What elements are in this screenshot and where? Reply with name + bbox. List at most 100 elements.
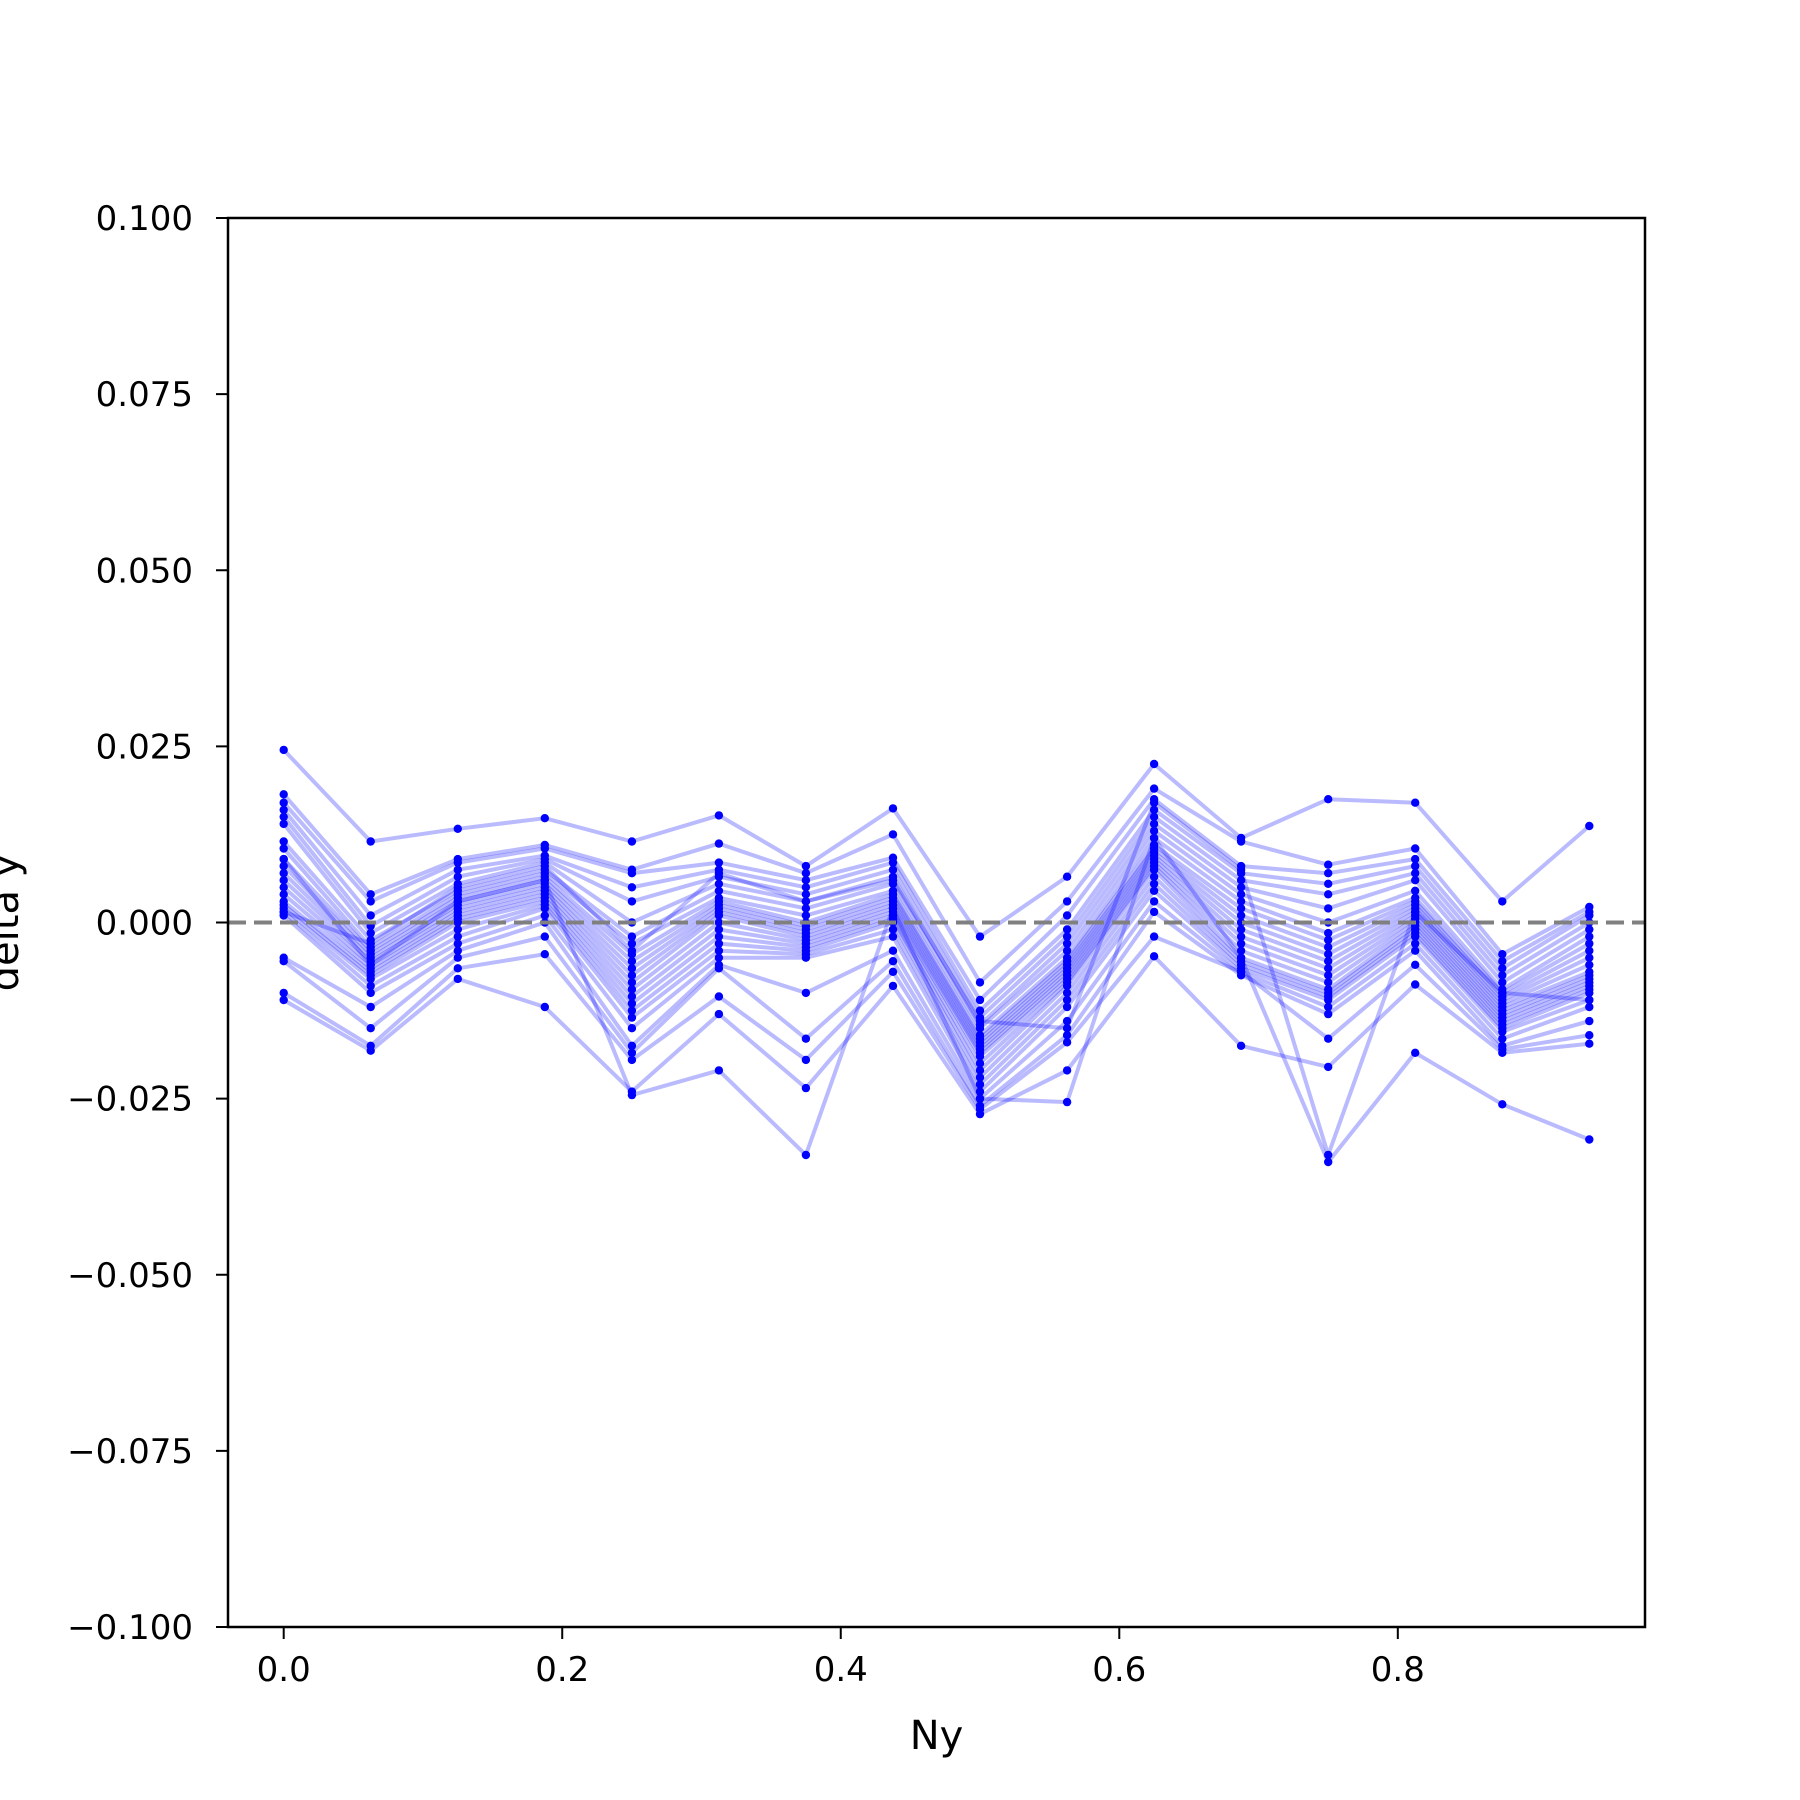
data-point xyxy=(366,1023,375,1033)
series-11 xyxy=(279,847,1594,1051)
series-line xyxy=(283,800,1590,1157)
data-point xyxy=(888,876,898,885)
series-line xyxy=(282,814,1591,1020)
series-line xyxy=(282,850,1591,1048)
data-point xyxy=(627,964,637,973)
data-point xyxy=(279,890,288,899)
data-point xyxy=(1585,932,1594,941)
data-point xyxy=(1324,1002,1333,1012)
data-point xyxy=(1324,795,1333,804)
data-point xyxy=(1062,939,1072,948)
data-point xyxy=(1149,826,1159,836)
data-point xyxy=(1236,967,1246,976)
data-point xyxy=(1585,946,1594,955)
data-point xyxy=(1236,939,1246,948)
data-point xyxy=(1585,1016,1594,1026)
data-point xyxy=(1236,925,1246,934)
series-line xyxy=(282,843,1591,1041)
data-point xyxy=(1324,978,1333,987)
series-25 xyxy=(279,798,1594,1160)
data-point xyxy=(801,869,811,878)
series-line xyxy=(282,857,1591,1055)
data-point xyxy=(714,1009,724,1019)
data-point xyxy=(627,946,637,955)
data-point xyxy=(1149,897,1159,906)
data-point xyxy=(1062,1002,1072,1012)
data-point xyxy=(1236,1041,1246,1051)
data-point xyxy=(279,861,288,871)
data-point xyxy=(1411,932,1420,941)
data-point xyxy=(1585,953,1594,962)
data-point xyxy=(801,890,811,899)
series-4 xyxy=(279,805,1594,1015)
data-point xyxy=(1149,805,1159,814)
data-point xyxy=(1324,928,1333,938)
data-point xyxy=(1062,897,1072,906)
y-axis-label: delta y xyxy=(0,854,28,992)
data-point xyxy=(453,858,462,867)
data-point xyxy=(366,1002,375,1012)
data-point xyxy=(1585,988,1594,998)
data-point xyxy=(888,858,898,867)
data-point xyxy=(1498,1048,1507,1058)
data-point xyxy=(1585,911,1594,920)
data-point xyxy=(279,819,288,829)
data-point xyxy=(1236,890,1246,899)
data-point xyxy=(888,830,898,839)
y-tick-label: −0.050 xyxy=(67,1256,193,1296)
data-point xyxy=(801,897,811,906)
series-line xyxy=(282,821,1591,1027)
data-point xyxy=(453,925,462,934)
data-point xyxy=(1062,981,1072,991)
data-point xyxy=(1062,872,1072,881)
data-point xyxy=(975,1052,985,1061)
x-tick-label: 0.6 xyxy=(1092,1650,1146,1690)
data-point xyxy=(627,992,637,1001)
series-line xyxy=(282,888,1590,1094)
data-point xyxy=(888,981,898,991)
data-point xyxy=(1411,861,1420,871)
y-tick-label: 0.075 xyxy=(96,375,193,415)
data-point xyxy=(1236,904,1246,913)
data-point xyxy=(1411,946,1420,955)
data-point xyxy=(366,928,375,938)
data-point xyxy=(801,876,811,885)
data-point xyxy=(1062,932,1072,941)
data-point xyxy=(453,897,462,906)
series-line xyxy=(282,934,1590,1112)
data-point xyxy=(975,1059,985,1068)
data-point xyxy=(1324,1150,1333,1160)
data-point xyxy=(1411,939,1420,948)
data-point xyxy=(714,886,724,895)
data-point xyxy=(453,946,462,955)
data-point xyxy=(1062,946,1072,955)
data-point xyxy=(975,1006,985,1015)
series-3 xyxy=(279,795,1594,1005)
data-point xyxy=(1585,1135,1594,1144)
data-point xyxy=(1236,865,1246,874)
data-point xyxy=(366,897,375,906)
data-point xyxy=(1324,869,1333,878)
x-tick-label: 0.2 xyxy=(535,1650,589,1690)
data-point xyxy=(1149,833,1159,843)
data-point xyxy=(714,946,724,955)
data-point xyxy=(1411,798,1420,807)
data-point xyxy=(366,988,375,998)
data-point xyxy=(714,918,724,927)
data-point xyxy=(1585,1002,1594,1012)
data-point xyxy=(1149,932,1159,941)
data-point xyxy=(279,988,288,998)
data-point xyxy=(1498,978,1507,987)
data-point xyxy=(1324,1034,1333,1043)
data-point xyxy=(1149,886,1159,895)
data-point xyxy=(714,839,724,848)
x-axis-label: Ny xyxy=(910,1713,964,1759)
data-point xyxy=(714,992,724,1001)
data-point xyxy=(366,1046,375,1055)
data-point xyxy=(540,876,549,885)
data-point xyxy=(1149,812,1159,821)
series-line xyxy=(282,909,1590,1108)
series-line xyxy=(282,846,1591,1045)
series-layer xyxy=(279,745,1594,1167)
